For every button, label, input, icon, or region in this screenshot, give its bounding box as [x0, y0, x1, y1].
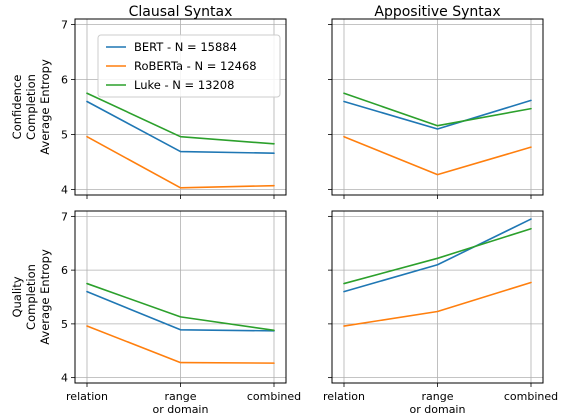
panel-1-0-ytick-label-6: 6: [61, 264, 68, 277]
panel-1-1-xtick-label-1: range or domain: [410, 390, 466, 416]
panel-0-0-series-roberta: [86, 135, 275, 189]
legend-label-0: BERT - N = 15884: [134, 40, 237, 54]
panel-1-0-ytick-label-7: 7: [61, 210, 68, 223]
panel-0-1-series-bert: [343, 99, 532, 130]
panel-0-1-frame: [331, 18, 544, 196]
legend-box: [97, 34, 281, 98]
panel-0-0-ytick-label-4: 4: [61, 184, 68, 197]
legend-label-2: Luke - N = 13208: [134, 78, 234, 92]
title-appositive-syntax: Appositive Syntax: [374, 4, 500, 20]
ylabel-quality: QualityCompletionAverage Entropy: [10, 249, 52, 345]
panel-0-0-ytick-label-5: 5: [61, 129, 68, 142]
panel-1-0-ytick-label-5: 5: [61, 318, 68, 331]
panel-1-0-xtick-label-2: combined: [247, 390, 301, 403]
panel-0-0-series-luke: [86, 92, 275, 145]
panel-1-0-series-luke: [86, 282, 275, 332]
panel-0-1-series-roberta: [343, 135, 532, 176]
panel-1-0-xtick-label-1: range or domain: [153, 390, 209, 416]
panel-1-0-ytick-label-4: 4: [61, 372, 68, 385]
panel-1-1-frame: [331, 210, 544, 384]
panel-0-0-frame: [74, 18, 287, 196]
panel-1-1-series-roberta: [343, 281, 532, 327]
panel-1-0-frame: [74, 210, 287, 384]
title-clausal-syntax: Clausal Syntax: [129, 4, 233, 20]
panel-0-1-series-luke: [343, 92, 532, 127]
panel-1-1-series-bert: [343, 218, 532, 293]
legend-label-1: RoBERTa - N = 12468: [134, 59, 257, 73]
panel-1-0-xtick-label-0: relation: [66, 390, 108, 403]
ylabel-confidence: ConfidenceCompletionAverage Entropy: [10, 59, 52, 155]
panel-1-1-series-luke: [343, 227, 532, 285]
panel-0-0-ytick-label-7: 7: [61, 19, 68, 32]
panel-1-0-series-roberta: [86, 325, 275, 364]
panel-0-0-ytick-label-6: 6: [61, 74, 68, 87]
panel-0-0-series-bert: [86, 100, 275, 154]
panel-1-0-series-bert: [86, 290, 275, 332]
panel-1-1-xtick-label-2: combined: [504, 390, 558, 403]
panel-1-1-xtick-label-0: relation: [323, 390, 365, 403]
